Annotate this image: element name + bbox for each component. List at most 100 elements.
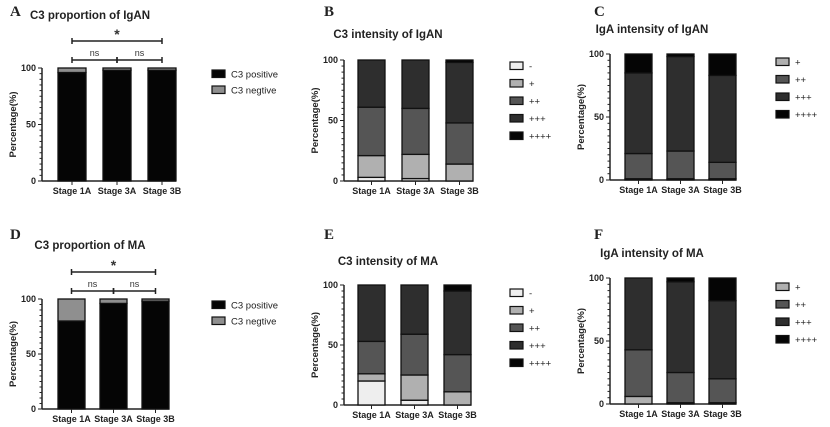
panel-letter: F [594,227,603,243]
chart-e: E C3 intensity of MA 0 50 100 Percentage(%) St… [310,227,552,420]
y-axis-label: Percentage(%) [576,308,587,374]
bar-segment-plusplus [357,340,386,375]
legend-label: C3 negtive [231,86,276,97]
x-tick-label: Stage 3A [661,409,700,419]
legend-swatch [509,131,524,141]
significance-label: ns [88,279,98,289]
x-tick-label: Stage 3B [438,410,477,420]
y-tick-label: 100 [323,280,338,290]
y-axis-label: Percentage(%) [310,312,321,378]
legend-label: ++++ [795,110,818,121]
bar-segment-plusplusplus [666,281,695,374]
legend-label: C3 negtive [231,317,276,328]
chart-title: IgA intensity of MA [600,248,704,260]
bar-segment-plusplusplus [624,277,653,351]
panel-letter: C [594,4,605,20]
bar-segment-plusplusplusplus [624,53,653,74]
panel-letter: E [324,227,334,243]
bar-segment-plus [624,395,653,405]
bar-segment-plusplus [443,353,472,393]
legend-swatch [509,305,524,315]
legend-swatch [509,78,524,88]
x-tick-label: Stage 3B [703,409,742,419]
y-tick-label: 100 [589,49,604,59]
bar-segment-plus [401,153,430,180]
bar-segment-plusplusplus [445,61,474,124]
y-tick-label: 0 [31,404,36,414]
x-tick-label: Stage 1A [619,185,658,195]
y-tick-label: 100 [21,294,36,304]
x-tick-label: Stage 3A [98,186,137,196]
bar-segment-plusplus [400,333,429,376]
bar-segment-c3-positive [99,302,128,410]
legend-swatch [775,74,790,84]
x-tick-label: Stage 3A [396,186,435,196]
x-tick-label: Stage 3A [661,185,700,195]
legend-label: + [529,79,535,90]
chart-title: C3 intensity of MA [338,256,438,268]
y-axis-label: Percentage(%) [8,92,19,158]
bar-segment-plusplus [666,371,695,404]
legend-label: - [529,62,532,73]
legend-label: +++ [795,93,812,104]
bar-segment-plusplusplusplus [708,53,737,77]
bar-segment-plusplusplusplus [445,59,474,64]
bar-segment-c3-negtive [147,67,177,71]
panel-d: D C3 proportion of MA 0 50 100 Percentage(%) S… [0,217,278,427]
bar-segment-plusplus [445,122,474,165]
legend-label: C3 positive [231,301,278,312]
chart-f: F IgA intensity of MA 0 50 100 Percentage(%) S… [576,227,818,419]
y-tick-label: 0 [599,175,604,185]
legend-swatch [509,358,524,368]
x-tick-label: Stage 3A [94,414,133,424]
panel-a: A C3 proportion of IgAN 0 50 100 Percentage(%… [0,0,278,210]
significance-label: ns [90,48,100,58]
x-tick-label: Stage 3B [440,186,479,196]
x-tick-label: Stage 3B [703,185,742,195]
x-tick-label: Stage 1A [352,186,391,196]
bar-segment-neg [357,380,386,406]
y-tick-label: 100 [21,63,36,73]
bar-segment-plusplus [357,106,386,157]
bar-segment-plusplusplus [708,74,737,164]
legend-label: +++ [529,114,546,125]
bar-segment-plusplusplus [401,59,430,110]
legend-swatch [211,69,226,79]
panel-c: C IgA intensity of IgAN 0 50 100 Percentage(%… [552,0,828,210]
y-tick-label: 50 [594,112,604,122]
panel-letter: A [10,4,21,20]
bar-segment-plus [357,373,386,382]
legend-label: C3 positive [231,70,278,81]
legend-label: +++ [529,341,546,352]
bar-segment-plusplusplus [400,284,429,335]
legend-label: + [795,283,801,294]
y-tick-label: 50 [26,349,36,359]
legend-label: ++++ [795,335,818,346]
x-tick-label: Stage 3B [143,186,182,196]
y-tick-label: 0 [333,400,338,410]
chart-a: A C3 proportion of IgAN 0 50 100 Percentage(%… [8,4,278,196]
bar-segment-plusplusplus [624,72,653,155]
legend-swatch [775,334,790,344]
legend-swatch [509,61,524,71]
bar-segment-plusplusplus [357,284,386,343]
legend-label: ++ [795,300,807,311]
x-tick-label: Stage 3B [136,414,175,424]
bar-segment-c3-negtive [57,298,86,322]
bar-segment-plusplusplusplus [666,53,695,58]
chart-title: IgA intensity of IgAN [596,24,709,36]
bar-segment-plusplusplus [666,55,695,152]
legend-swatch [775,57,790,67]
bar-segment-plusplusplusplus [443,284,472,292]
bar-segment-plusplus [666,150,695,180]
bar-segment-c3-negtive [141,298,170,302]
legend-swatch [775,317,790,327]
bar-segment-plus [443,391,472,406]
legend-label: ++++ [529,132,552,143]
bar-segment-c3-positive [57,71,87,182]
legend-swatch [211,316,226,326]
chart-c: C IgA intensity of IgAN 0 50 100 Percentage(%… [576,4,818,195]
panel-e: E C3 intensity of MA 0 50 100 Percentage(%) St… [276,217,552,427]
x-tick-label: Stage 3A [395,410,434,420]
panel-letter: D [10,227,21,243]
